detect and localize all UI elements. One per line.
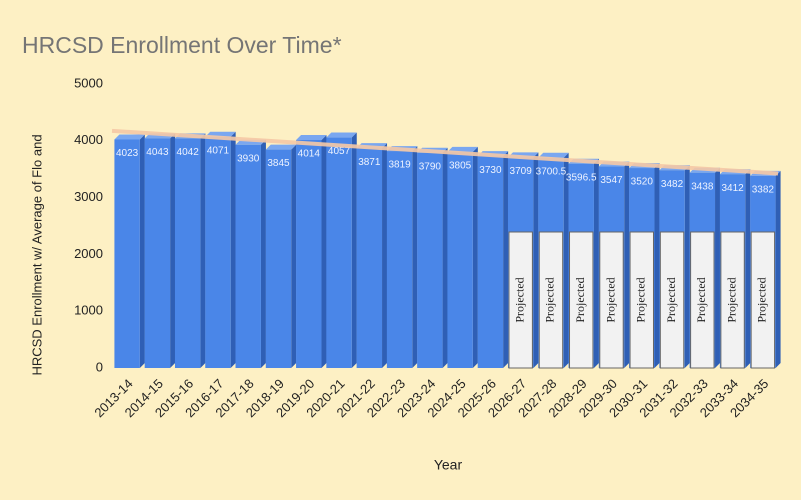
bar-top xyxy=(538,152,569,158)
bar xyxy=(417,152,443,368)
bar-side xyxy=(200,133,206,368)
bar-side xyxy=(412,146,418,368)
projected-box xyxy=(659,231,685,369)
bar xyxy=(174,138,201,368)
bar-side xyxy=(533,152,539,368)
projected-label: Projected xyxy=(724,277,738,322)
bar-top xyxy=(447,146,478,152)
value-label: 3845 xyxy=(267,158,290,169)
bar-top xyxy=(114,134,145,140)
bar xyxy=(205,136,231,368)
projected-box xyxy=(720,231,745,369)
trendline xyxy=(111,128,779,176)
projected-label: Projected xyxy=(573,277,587,322)
projected-label: Projected xyxy=(634,277,648,322)
bar-side xyxy=(715,167,721,368)
value-label: 4042 xyxy=(177,147,200,158)
bar-side xyxy=(684,165,690,368)
value-label: 3547 xyxy=(600,175,623,186)
projected-label: Projected xyxy=(603,277,617,322)
y-tick-label: 2000 xyxy=(74,246,103,261)
value-label: 3482 xyxy=(661,179,684,190)
bar-side xyxy=(321,135,327,368)
value-label: 3709 xyxy=(510,166,533,177)
projected-box xyxy=(629,231,654,369)
bar-side xyxy=(563,152,569,368)
value-label: 4057 xyxy=(328,146,351,157)
bar-side xyxy=(260,139,266,368)
bar-side xyxy=(775,170,781,368)
bar xyxy=(356,148,383,368)
value-label: 3700.5 xyxy=(536,166,567,177)
bar xyxy=(265,149,292,368)
value-label: 3930 xyxy=(237,153,260,164)
bar-side xyxy=(230,131,236,368)
value-label: 3790 xyxy=(419,161,442,172)
bar xyxy=(296,140,322,368)
value-label: 3819 xyxy=(388,160,411,171)
projected-label: Projected xyxy=(543,277,557,322)
projected-label: Projected xyxy=(694,277,708,322)
bar xyxy=(326,137,352,368)
bar-side xyxy=(291,144,297,368)
bar-top xyxy=(265,144,297,150)
bar xyxy=(477,156,504,368)
bar xyxy=(114,139,140,368)
projected-label: Projected xyxy=(512,277,526,322)
projected-box xyxy=(569,231,594,369)
projected-label: Projected xyxy=(755,277,769,322)
bar-side xyxy=(351,132,357,368)
value-label: 4014 xyxy=(298,149,321,160)
value-label: 4071 xyxy=(207,145,230,156)
value-label: 3520 xyxy=(631,177,654,188)
bar-side xyxy=(503,151,509,368)
x-axis-label: Year xyxy=(434,457,463,473)
bar-side xyxy=(624,161,630,368)
projected-box xyxy=(538,231,564,369)
value-label: 3382 xyxy=(752,185,775,196)
projected-box xyxy=(690,231,715,369)
bar xyxy=(386,151,413,368)
projected-label: Projected xyxy=(664,277,678,322)
projected-box xyxy=(750,231,776,369)
bar-side xyxy=(593,158,599,368)
y-tick-label: 1000 xyxy=(74,303,103,318)
y-tick-label: 0 xyxy=(96,359,103,374)
value-label: 3871 xyxy=(358,157,381,168)
bar xyxy=(447,151,473,368)
bar-side xyxy=(654,163,660,368)
projected-box xyxy=(508,231,533,369)
bar-side xyxy=(472,146,478,368)
bar-top xyxy=(296,135,327,141)
bar-side xyxy=(139,134,145,368)
bar xyxy=(144,138,171,368)
bar-side xyxy=(382,143,388,368)
value-label: 3438 xyxy=(691,181,714,192)
y-tick-label: 5000 xyxy=(74,75,103,90)
y-tick-label: 3000 xyxy=(74,189,103,204)
chart-title: HRCSD Enrollment Over Time* xyxy=(22,32,342,58)
value-label: 3730 xyxy=(479,165,502,176)
bar-top xyxy=(326,132,357,138)
value-label: 4043 xyxy=(146,147,169,158)
value-label: 3412 xyxy=(721,183,744,194)
projected-box xyxy=(599,231,624,369)
y-axis-label: HRCSD Enrollment w/ Average of Flo and xyxy=(29,134,44,375)
value-label: 3805 xyxy=(449,161,472,172)
y-tick-label: 4000 xyxy=(74,132,103,147)
bar-side xyxy=(170,133,176,368)
bar xyxy=(235,144,261,368)
bar-side xyxy=(745,169,751,368)
value-label: 4023 xyxy=(116,148,139,159)
value-label: 3596.5 xyxy=(566,172,597,183)
bar-side xyxy=(442,147,448,368)
